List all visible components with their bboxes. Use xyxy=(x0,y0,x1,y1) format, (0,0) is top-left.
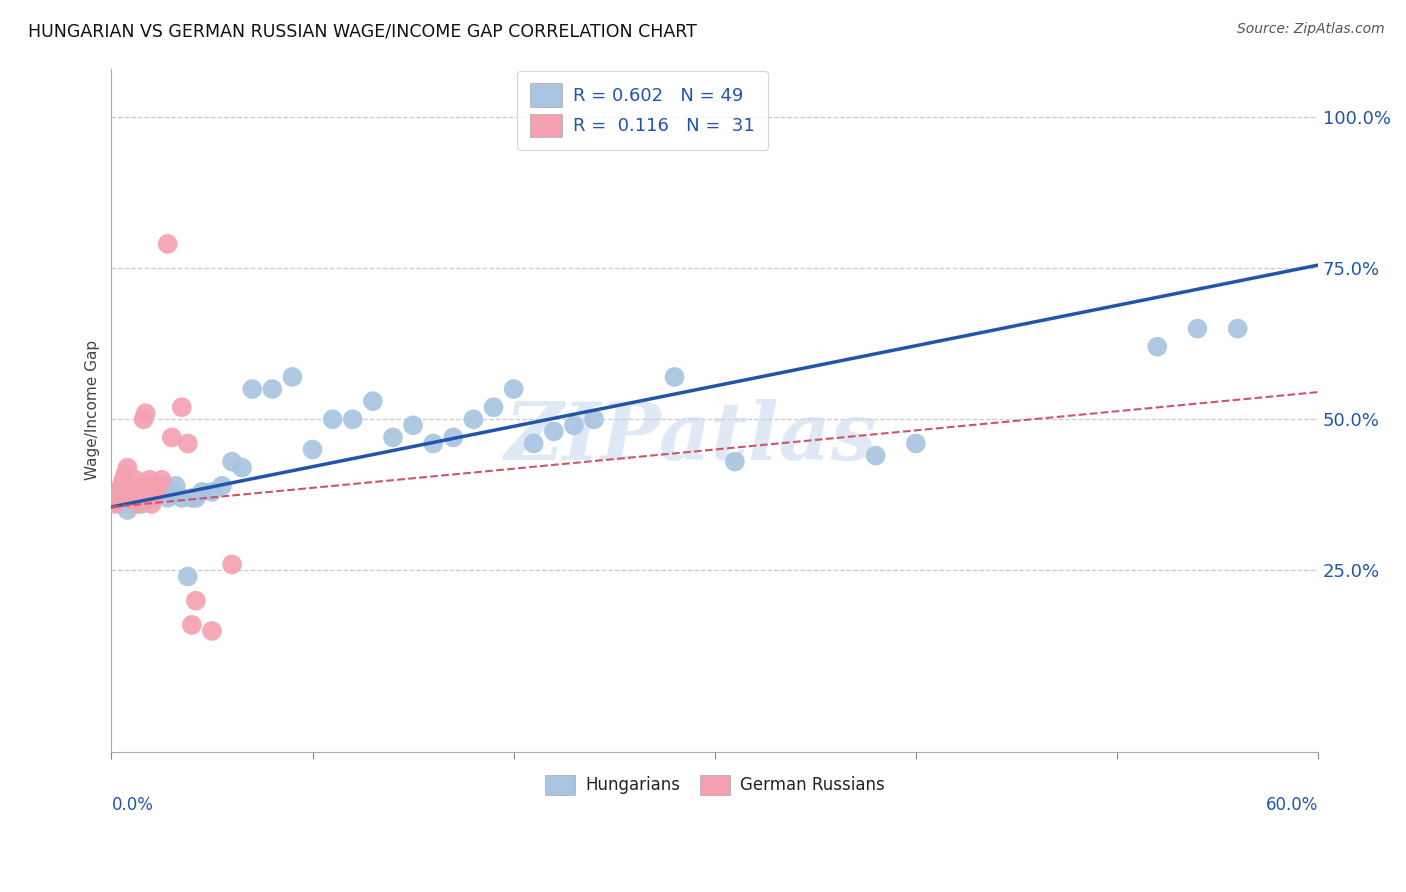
Point xyxy=(141,491,163,505)
Point xyxy=(523,436,546,450)
Text: HUNGARIAN VS GERMAN RUSSIAN WAGE/INCOME GAP CORRELATION CHART: HUNGARIAN VS GERMAN RUSSIAN WAGE/INCOME … xyxy=(28,22,697,40)
Point xyxy=(118,491,141,505)
Text: Source: ZipAtlas.com: Source: ZipAtlas.com xyxy=(1237,22,1385,37)
Point xyxy=(138,473,160,487)
Point xyxy=(135,406,157,420)
Point xyxy=(201,624,224,638)
Point xyxy=(117,503,139,517)
Point xyxy=(262,382,284,396)
Point xyxy=(543,425,565,439)
Point xyxy=(170,491,193,505)
Point xyxy=(160,430,183,444)
Point xyxy=(110,497,132,511)
Point xyxy=(177,436,200,450)
Point xyxy=(165,479,187,493)
Point xyxy=(441,430,464,444)
Point xyxy=(122,479,145,493)
Point xyxy=(664,370,686,384)
Point xyxy=(124,491,146,505)
Point xyxy=(583,412,606,426)
Point xyxy=(112,473,135,487)
Point xyxy=(108,484,131,499)
Point xyxy=(184,593,207,607)
Point xyxy=(1187,321,1209,335)
Point xyxy=(114,467,136,481)
Point xyxy=(211,479,233,493)
Point xyxy=(180,618,202,632)
Point xyxy=(135,491,157,505)
Text: ZIPatlas: ZIPatlas xyxy=(505,399,877,476)
Point xyxy=(145,484,167,499)
Point xyxy=(150,479,173,493)
Point xyxy=(121,484,143,499)
Text: 60.0%: 60.0% xyxy=(1265,797,1319,814)
Point xyxy=(382,430,405,444)
Point xyxy=(724,455,747,469)
Point xyxy=(221,558,243,572)
Point xyxy=(114,491,136,505)
Point xyxy=(281,370,304,384)
Point xyxy=(865,449,887,463)
Y-axis label: Wage/Income Gap: Wage/Income Gap xyxy=(86,340,100,480)
Point xyxy=(156,236,179,251)
Point xyxy=(184,491,207,505)
Text: 0.0%: 0.0% xyxy=(111,797,153,814)
Point xyxy=(1226,321,1249,335)
Point xyxy=(422,436,444,450)
Point xyxy=(132,412,155,426)
Point xyxy=(170,400,193,414)
Point xyxy=(322,412,344,426)
Point xyxy=(127,497,149,511)
Point xyxy=(131,497,153,511)
Point xyxy=(124,473,146,487)
Point xyxy=(110,479,132,493)
Point xyxy=(904,436,927,450)
Point xyxy=(107,491,129,505)
Point xyxy=(146,479,169,493)
Point xyxy=(1146,340,1168,354)
Point xyxy=(301,442,323,457)
Point xyxy=(180,491,202,505)
Point xyxy=(117,460,139,475)
Point xyxy=(128,491,150,505)
Point xyxy=(121,497,143,511)
Point xyxy=(136,479,159,493)
Point xyxy=(463,412,485,426)
Point xyxy=(191,484,214,499)
Point xyxy=(240,382,263,396)
Point xyxy=(142,491,165,505)
Point xyxy=(361,394,384,409)
Legend: Hungarians, German Russians: Hungarians, German Russians xyxy=(534,764,894,805)
Point xyxy=(562,418,585,433)
Point xyxy=(342,412,364,426)
Point xyxy=(131,484,153,499)
Point xyxy=(221,455,243,469)
Point xyxy=(231,460,253,475)
Point xyxy=(145,484,167,499)
Point xyxy=(141,497,163,511)
Point xyxy=(482,400,505,414)
Point xyxy=(118,484,141,499)
Point xyxy=(160,484,183,499)
Point xyxy=(104,497,127,511)
Point xyxy=(201,484,224,499)
Point xyxy=(156,491,179,505)
Point xyxy=(150,473,173,487)
Point xyxy=(177,569,200,583)
Point xyxy=(502,382,524,396)
Point xyxy=(136,484,159,499)
Point xyxy=(402,418,425,433)
